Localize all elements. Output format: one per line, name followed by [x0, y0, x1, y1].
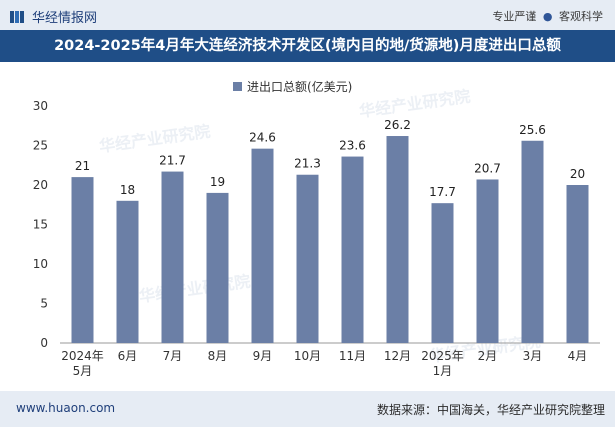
y-tick-label: 0: [40, 336, 48, 350]
x-tick-label: 11月: [339, 349, 366, 363]
x-tick-label: 12月: [384, 349, 411, 363]
legend: 进出口总额(亿美元): [233, 79, 352, 94]
bar: [566, 185, 589, 343]
logo-text: 华经情报网: [32, 11, 98, 26]
footer: www.huaon.com 数据来源：中国海关，华经产业研究院整理: [0, 391, 615, 427]
slogan-right: 客观科学: [559, 10, 603, 23]
data-label: 26.2: [384, 118, 411, 132]
top-bar: 华经情报网 专业严谨 ● 客观科学: [0, 0, 615, 30]
bar: [476, 179, 499, 343]
bar: [251, 148, 274, 343]
legend-swatch: [233, 82, 242, 91]
data-labels: 21 18 21.7 19 24.6 21.3 23.6 26.2 17.7 20.7 25.6 20: [75, 118, 585, 199]
y-tick-label: 15: [33, 218, 48, 232]
slogan: 专业严谨 ● 客观科学: [492, 8, 603, 24]
slogan-left: 专业严谨: [492, 10, 537, 23]
x-tick-label: 10月: [294, 349, 321, 363]
bars: [71, 136, 589, 343]
bar: [341, 156, 364, 343]
bar: [206, 192, 229, 343]
x-tick-label: 3月: [523, 349, 543, 363]
data-label: 25.6: [519, 123, 546, 137]
x-tick-label: 8月: [208, 349, 228, 363]
data-label: 23.6: [339, 139, 366, 153]
watermark: 华经产业研究院: [358, 87, 472, 121]
data-label: 20.7: [474, 161, 501, 175]
bar: [161, 171, 184, 343]
y-tick-label: 5: [40, 297, 48, 311]
logo-icon: [10, 10, 24, 23]
y-tick-label: 25: [33, 139, 48, 153]
y-tick-label: 30: [33, 99, 48, 113]
x-tick-label: 5月: [73, 364, 93, 378]
bar: [431, 203, 454, 343]
y-axis: 0 5 10 15 20 25 30: [33, 99, 48, 350]
bar: [296, 174, 319, 343]
x-tick-label: 2025年: [421, 349, 464, 363]
y-tick-label: 20: [33, 178, 48, 192]
watermark: 华经产业研究院: [98, 122, 212, 156]
data-label: 21.7: [159, 154, 186, 168]
x-tick-label: 7月: [163, 349, 183, 363]
slogan-separator: ●: [542, 10, 553, 23]
data-label: 18: [120, 183, 135, 197]
bar: [71, 177, 94, 343]
brand: 华经情报网: [10, 7, 97, 26]
bar-chart: 华经产业研究院 华经产业研究院 华经产业研究院 华经产业研究院 进出口总额(亿美…: [33, 79, 600, 378]
x-tick-label: 2月: [478, 349, 498, 363]
chart-title: 2024-2025年4月年大连经济技术开发区(境内目的地/货源地)月度进出口总额: [0, 30, 615, 62]
x-tick-label: 4月: [568, 349, 588, 363]
data-label: 24.6: [249, 131, 276, 145]
bar: [386, 136, 409, 343]
data-label: 20: [570, 167, 585, 181]
data-source: 数据来源：中国海关，华经产业研究院整理: [376, 403, 605, 417]
data-label: 21.3: [294, 157, 321, 171]
bar: [521, 140, 544, 343]
data-label: 17.7: [429, 185, 456, 199]
x-tick-label: 2024年: [61, 349, 104, 363]
x-tick-label: 1月: [433, 364, 453, 378]
bar: [116, 200, 139, 343]
x-tick-label: 9月: [253, 349, 273, 363]
x-tick-label: 6月: [118, 349, 138, 363]
footer-url: www.huaon.com: [16, 401, 116, 415]
legend-label: 进出口总额(亿美元): [247, 79, 352, 94]
y-tick-label: 10: [33, 257, 48, 271]
data-label: 21: [75, 159, 90, 173]
data-label: 19: [210, 175, 225, 189]
watermark: 华经产业研究院: [138, 272, 252, 306]
